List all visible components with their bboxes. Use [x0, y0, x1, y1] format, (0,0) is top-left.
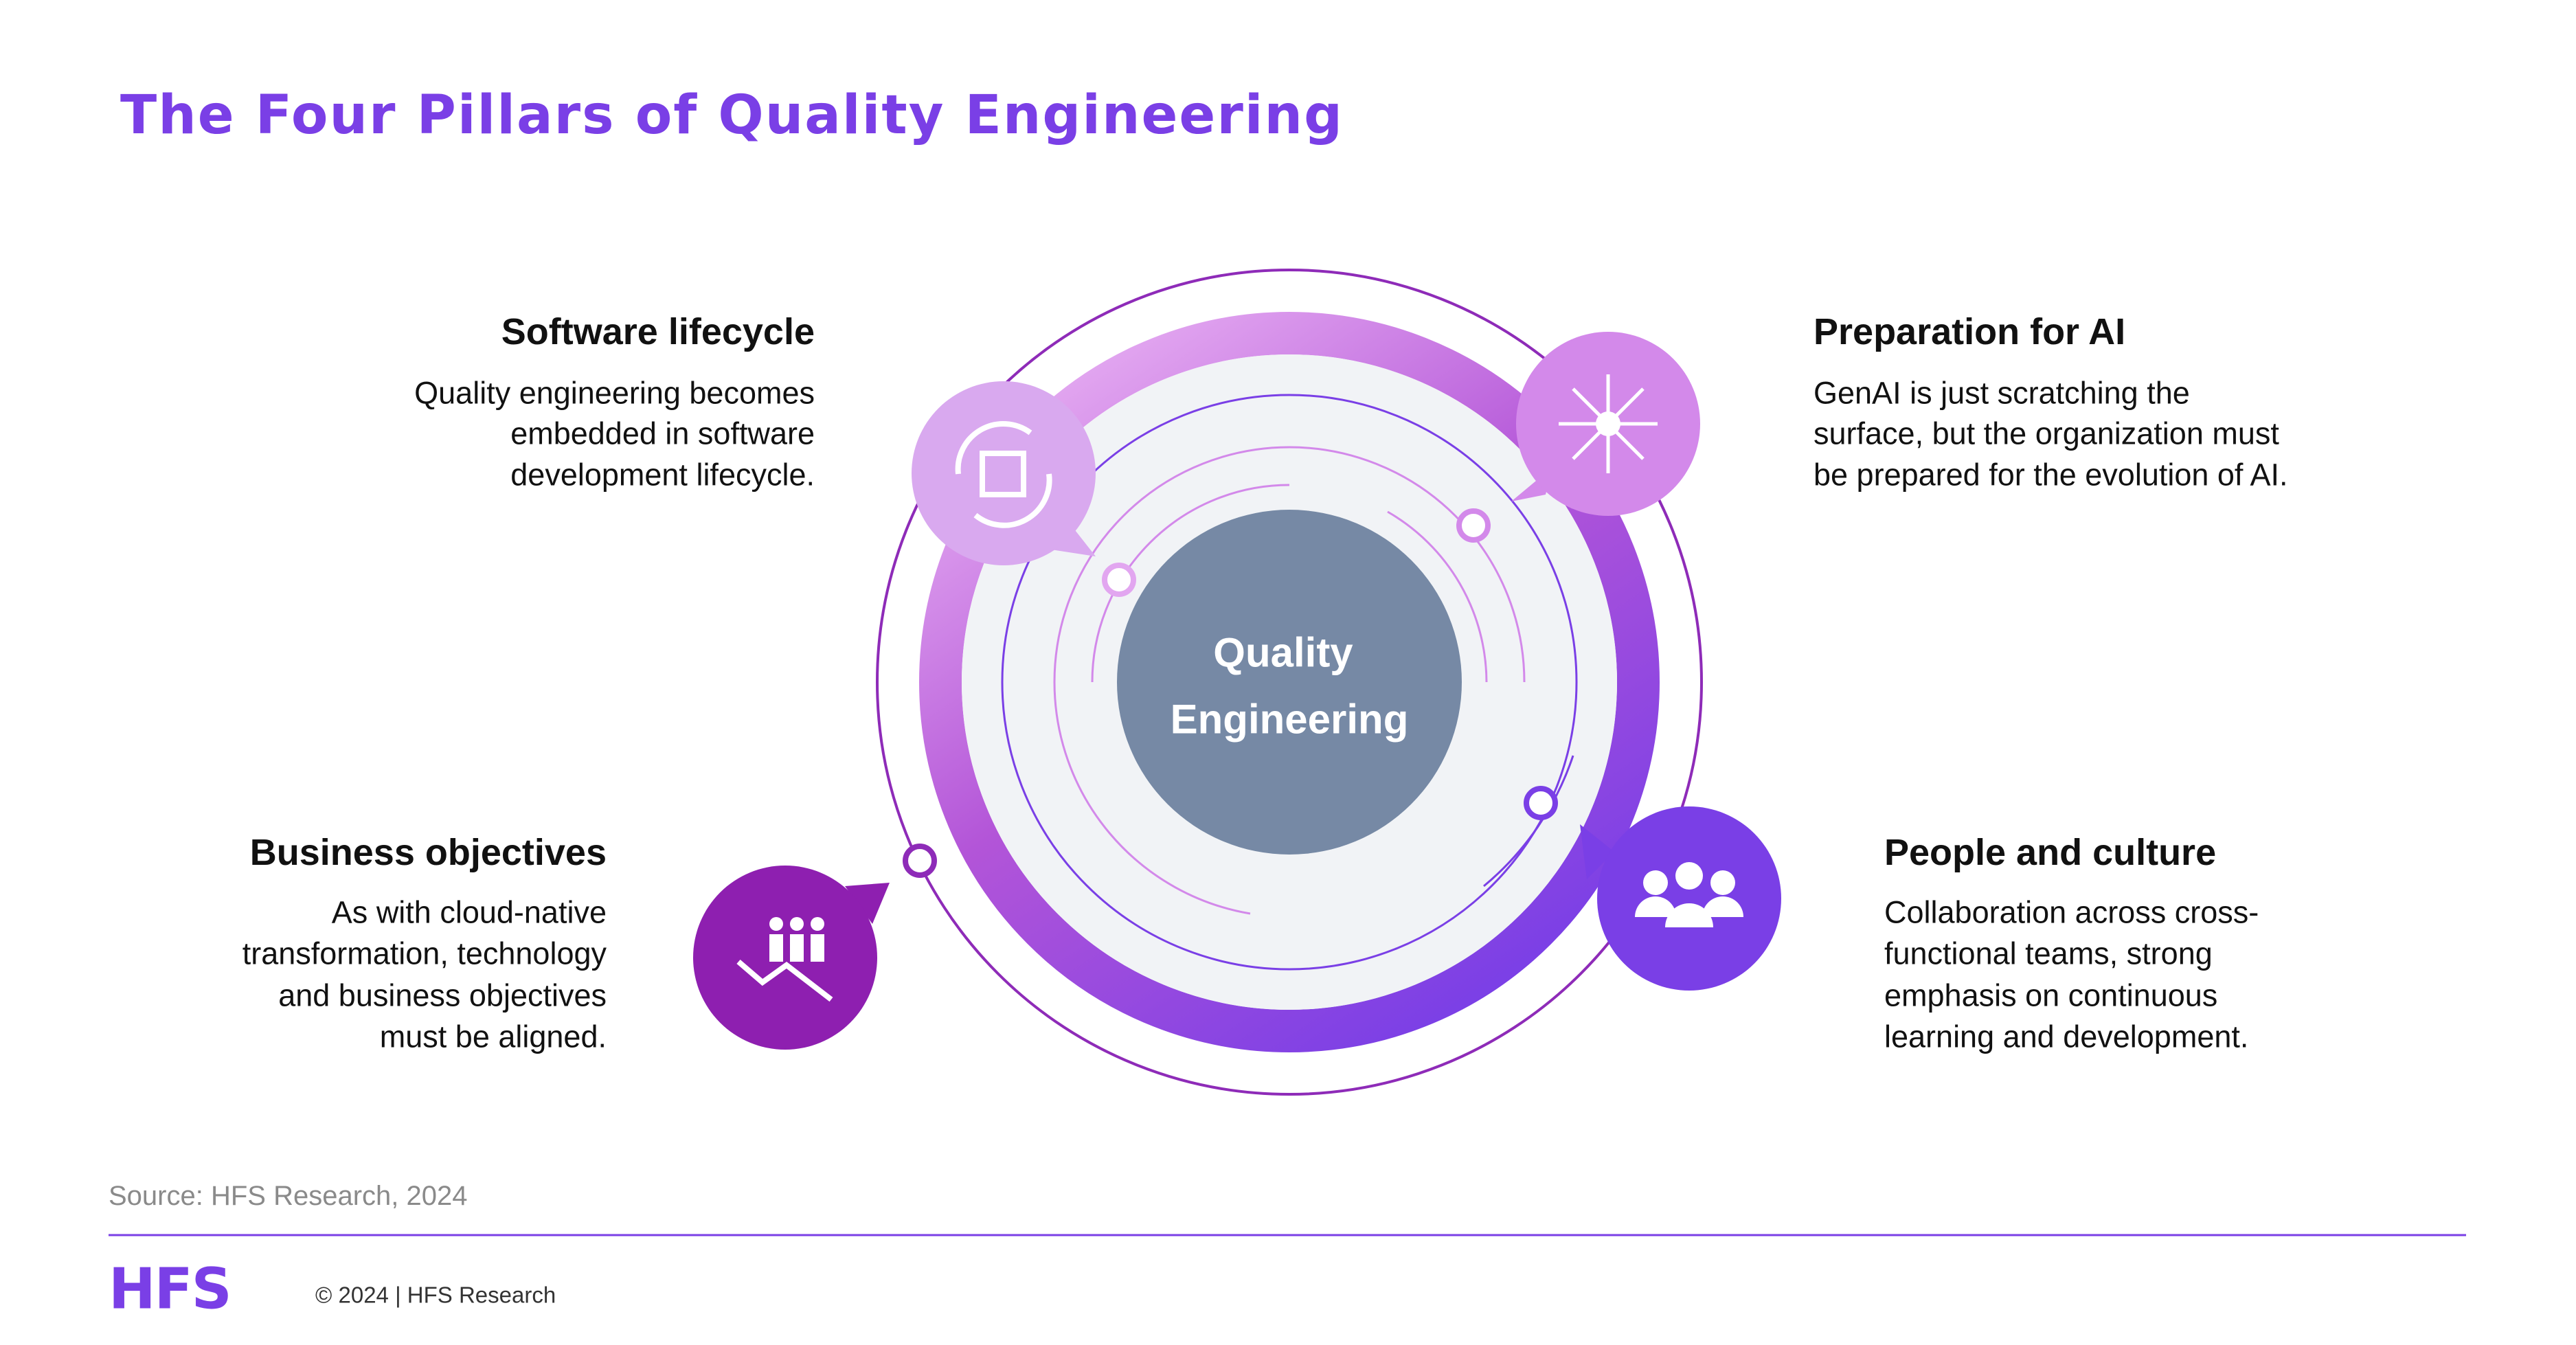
pillar-heading: Software lifecycle — [501, 311, 815, 352]
pillar-text: functional teams, strong — [1884, 936, 2213, 971]
pillar-heading: People and culture — [1884, 832, 2216, 873]
pillar-text: emphasis on continuous — [1884, 978, 2217, 1013]
pillar-text: development lifecycle. — [510, 457, 815, 493]
pillar-text: GenAI is just scratching the — [1814, 376, 2190, 411]
pillar-heading: Business objectives — [250, 832, 607, 873]
logo: HFS — [109, 1257, 231, 1322]
pillar-text: and business objectives — [278, 978, 607, 1013]
source: Source: HFS Research, 2024 — [109, 1181, 467, 1211]
pillar-heading: Preparation for AI — [1814, 311, 2125, 352]
pillar-text: Collaboration across cross- — [1884, 895, 2259, 930]
center-label: Quality — [1213, 630, 1353, 676]
central-graphic: Quality Engineering — [876, 269, 1703, 1096]
pillar-text: be prepared for the evolution of AI. — [1814, 457, 2287, 493]
pillar-text: embedded in software — [510, 416, 815, 451]
pillar-text: transformation, technology — [242, 936, 607, 971]
pillar-text: As with cloud-native — [332, 895, 607, 930]
center-label: Engineering — [1171, 697, 1409, 743]
pillar-text: surface, but the organization must — [1814, 416, 2279, 451]
title: The Four Pillars of Quality Engineering — [120, 84, 1344, 146]
pillar-text: Quality engineering becomes — [414, 376, 815, 411]
pillar-text: learning and development. — [1884, 1019, 2248, 1054]
copyright: © 2024 | HFS Research — [315, 1282, 556, 1308]
icon-bubbles — [693, 332, 1781, 1050]
pillar-text: must be aligned. — [380, 1019, 607, 1054]
